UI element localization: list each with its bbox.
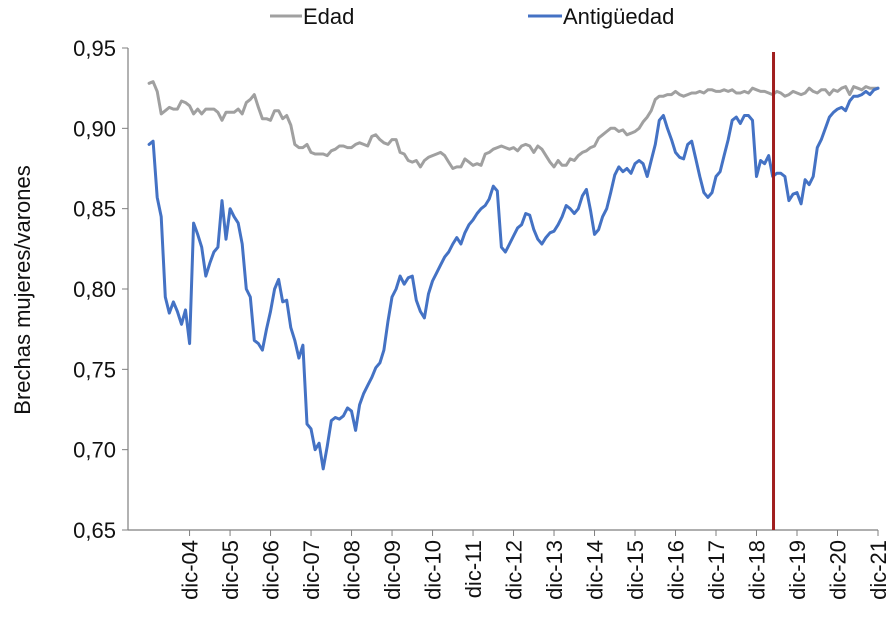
x-tick-label: dic-13 [542,540,567,600]
x-tick-label: dic-19 [785,540,810,600]
legend-label-antiguedad: Antigüedad [563,4,674,29]
x-tick-label: dic-11 [461,540,486,598]
legend-label-edad: Edad [303,4,354,29]
y-tick-label: 0,65 [73,518,116,543]
series-line-antiguedad [147,86,880,471]
series-layer [147,80,880,471]
x-tick-label: dic-10 [421,540,446,600]
x-tick-label: dic-09 [380,540,405,600]
x-tick-label: dic-06 [259,540,284,600]
x-tick-label: dic-17 [704,540,729,600]
x-tick-label: dic-18 [745,540,770,600]
x-tick-label: dic-15 [623,540,648,600]
x-tick-label: dic-12 [502,540,527,600]
x-tick-label: dic-21 [866,540,891,600]
y-tick-label: 0,80 [73,277,116,302]
y-tick-label: 0,90 [73,116,116,141]
x-tick-label: dic-16 [664,540,689,600]
legend: Edad Antigüedad [270,4,674,29]
y-tick-label: 0,95 [73,36,116,61]
x-tick-label: dic-14 [583,540,608,600]
x-tick-label: dic-20 [826,540,851,600]
y-axis-title: Brechas mujeres/varones [10,165,35,414]
y-tick-label: 0,70 [73,438,116,463]
y-tick-label: 0,85 [73,197,116,222]
axes: 0,65 0,70 0,75 0,80 0,85 0,90 0,95 dic-04 dic-05… [73,36,891,600]
y-tick-label: 0,75 [73,357,116,382]
x-tick-label: dic-08 [340,540,365,600]
x-tick-label: dic-04 [178,540,203,600]
x-tick-label: dic-07 [299,540,324,600]
series-line-edad [147,80,880,170]
x-tick-label: dic-05 [218,540,243,600]
